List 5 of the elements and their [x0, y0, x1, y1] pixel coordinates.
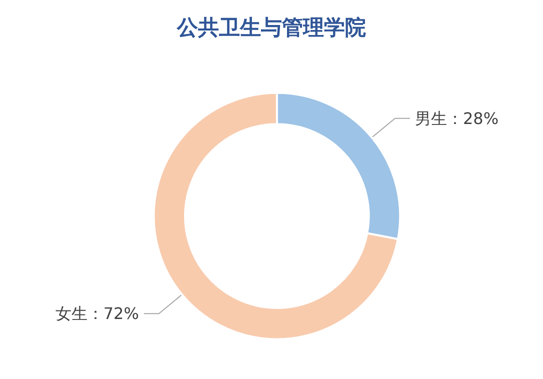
chart-title: 公共卫生与管理学院: [176, 16, 366, 40]
slice-label: 男生: [414, 108, 447, 128]
data-label: ：28%: [446, 108, 499, 128]
slice-label: 女生: [55, 304, 88, 324]
data-label: ：72%: [87, 304, 139, 324]
